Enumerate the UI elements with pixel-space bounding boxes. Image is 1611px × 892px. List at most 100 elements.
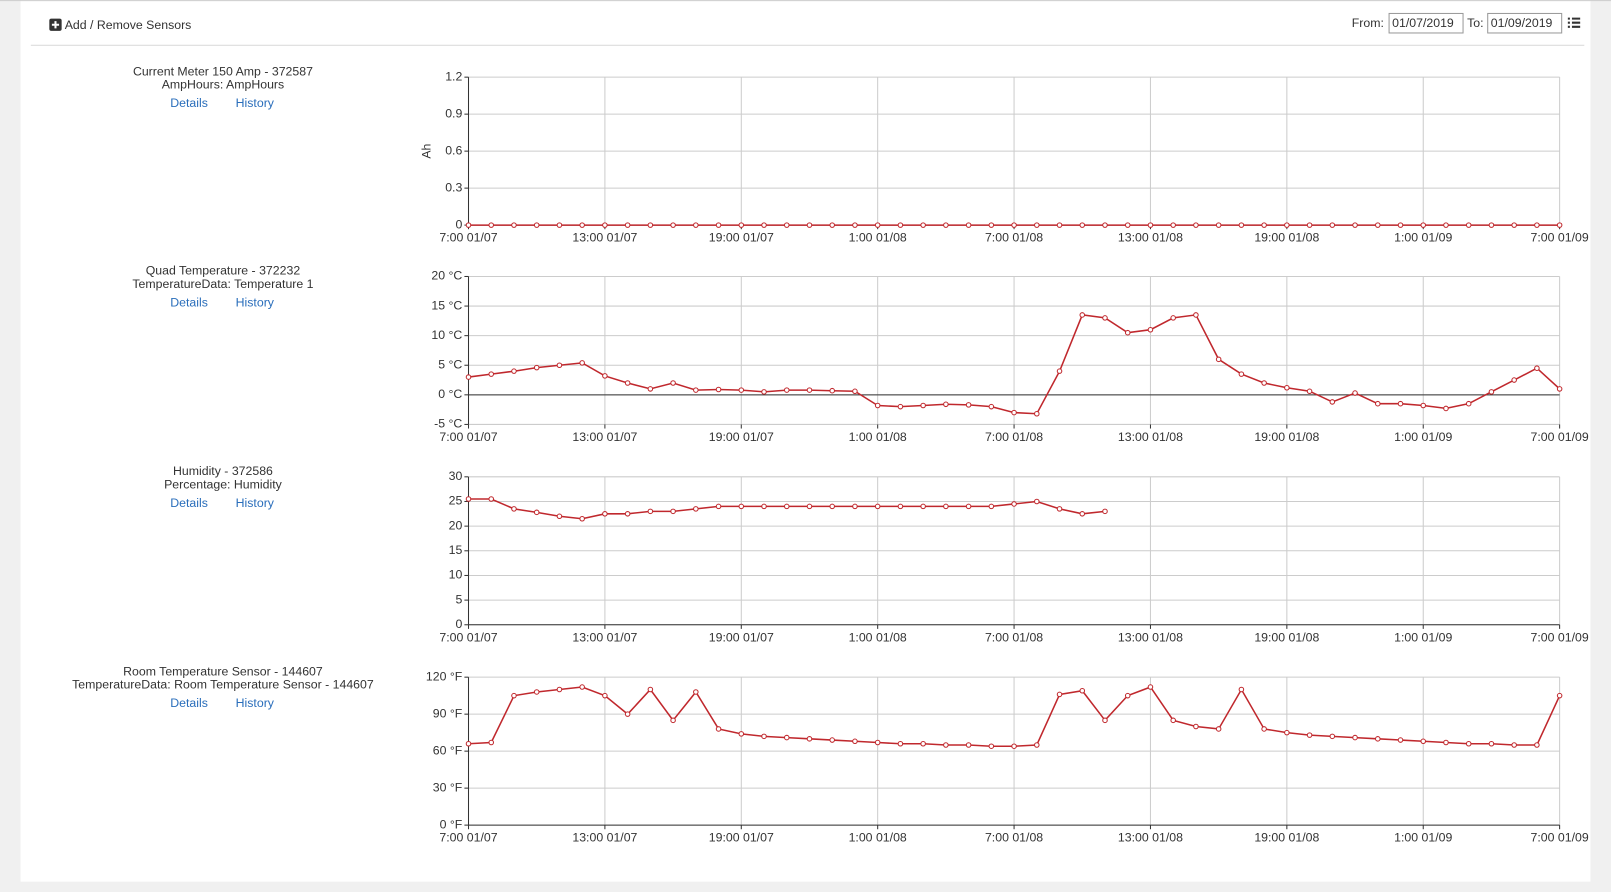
point <box>738 222 745 228</box>
point <box>1375 222 1381 228</box>
point <box>1034 222 1040 228</box>
point <box>988 503 995 510</box>
point <box>1170 222 1176 228</box>
point <box>1511 222 1517 228</box>
x-tick-label: 19:00 01/07 <box>709 831 774 845</box>
sensor-subtitle: TemperatureData: Temperature 1 <box>132 277 313 291</box>
point <box>1465 400 1472 407</box>
point <box>1556 386 1563 392</box>
point <box>556 222 563 228</box>
sensor-link[interactable]: Details <box>170 96 208 110</box>
from-input[interactable] <box>1388 12 1464 34</box>
point <box>465 222 472 228</box>
x-tick-label: 7:00 01/08 <box>985 231 1043 245</box>
y-tick-label: 10 °C <box>431 328 462 342</box>
x-tick-label: 1:00 01/09 <box>1394 630 1452 644</box>
point <box>1397 400 1404 407</box>
point <box>1443 222 1449 228</box>
point <box>579 515 585 522</box>
y-tick-label: 5 <box>455 592 462 606</box>
y-tick-label: 0.6 <box>445 143 462 157</box>
x-tick-label: 7:00 01/07 <box>439 831 497 845</box>
point <box>943 401 949 408</box>
y-tick-label: 10 <box>449 568 463 582</box>
point <box>670 380 676 386</box>
y-tick-label: 30 <box>449 469 463 483</box>
point <box>1465 740 1472 747</box>
point <box>1284 384 1290 391</box>
sensor-link[interactable]: Details <box>170 496 208 510</box>
point <box>1488 222 1495 228</box>
point <box>1465 222 1472 228</box>
add-remove-label[interactable]: Add / Remove Sensors <box>65 18 192 32</box>
sensor-link[interactable]: History <box>236 696 275 710</box>
point <box>465 496 472 502</box>
point <box>1102 508 1108 515</box>
add-remove-button[interactable]: Add / Remove Sensors <box>49 18 191 32</box>
point <box>647 686 654 693</box>
sensor-link[interactable]: Details <box>170 696 208 710</box>
point <box>511 222 517 228</box>
point <box>465 740 472 747</box>
point <box>1056 691 1063 698</box>
point <box>1011 743 1017 749</box>
point <box>738 731 745 737</box>
x-tick-label: 1:00 01/08 <box>849 231 907 245</box>
y-tick-label: 0 °F <box>440 817 463 831</box>
point <box>1193 723 1199 730</box>
x-tick-label: 13:00 01/07 <box>572 430 637 444</box>
point <box>647 222 654 228</box>
sensor-link[interactable]: Details <box>170 295 208 309</box>
point <box>647 508 654 515</box>
from-label: From: <box>1352 16 1384 30</box>
point <box>1397 737 1404 743</box>
point <box>920 503 926 510</box>
x-tick-label: 13:00 01/08 <box>1118 630 1183 644</box>
point <box>1352 734 1358 741</box>
point <box>829 387 835 394</box>
to-date[interactable]: 01/09/2019 <box>1491 16 1553 30</box>
point <box>943 742 949 748</box>
sensor-title: Quad Temperature - 372232 <box>146 264 301 278</box>
point <box>852 738 858 745</box>
point <box>1534 365 1540 371</box>
point <box>533 509 540 516</box>
point <box>965 222 972 228</box>
to-input[interactable] <box>1487 12 1563 34</box>
point <box>1124 692 1131 699</box>
x-tick-label: 19:00 01/07 <box>709 430 774 444</box>
point <box>852 222 858 228</box>
sensor-link[interactable]: History <box>236 295 275 309</box>
point <box>943 503 949 510</box>
sensor-link[interactable]: History <box>236 96 275 110</box>
point <box>874 222 881 228</box>
point <box>897 403 904 410</box>
point <box>465 374 472 380</box>
y-tick-label: 0 <box>455 617 462 631</box>
x-tick-label: 19:00 01/08 <box>1254 831 1319 845</box>
x-tick-label: 1:00 01/09 <box>1394 231 1452 245</box>
point <box>761 389 767 395</box>
point <box>488 496 495 502</box>
y-tick-label: 120 °F <box>426 669 463 683</box>
point <box>806 736 813 742</box>
point <box>647 386 654 392</box>
x-tick-label: 7:00 01/09 <box>1531 630 1589 644</box>
list-icon[interactable] <box>1567 17 1581 28</box>
y-tick-label: -5 °C <box>434 417 462 431</box>
point <box>1056 222 1063 228</box>
point <box>1147 326 1154 333</box>
point <box>1556 692 1563 699</box>
point <box>1306 732 1313 738</box>
point <box>488 222 495 228</box>
panel <box>20 0 1591 882</box>
point <box>829 737 835 743</box>
point <box>533 222 540 228</box>
from-date[interactable]: 01/07/2019 <box>1392 16 1454 30</box>
y-tick-label: 20 <box>449 518 463 532</box>
sensor-link[interactable]: History <box>236 496 275 510</box>
y-tick-label: 90 °F <box>433 706 463 720</box>
point <box>1124 329 1131 336</box>
point <box>806 387 813 393</box>
y-tick-label: 15 °C <box>431 298 462 312</box>
